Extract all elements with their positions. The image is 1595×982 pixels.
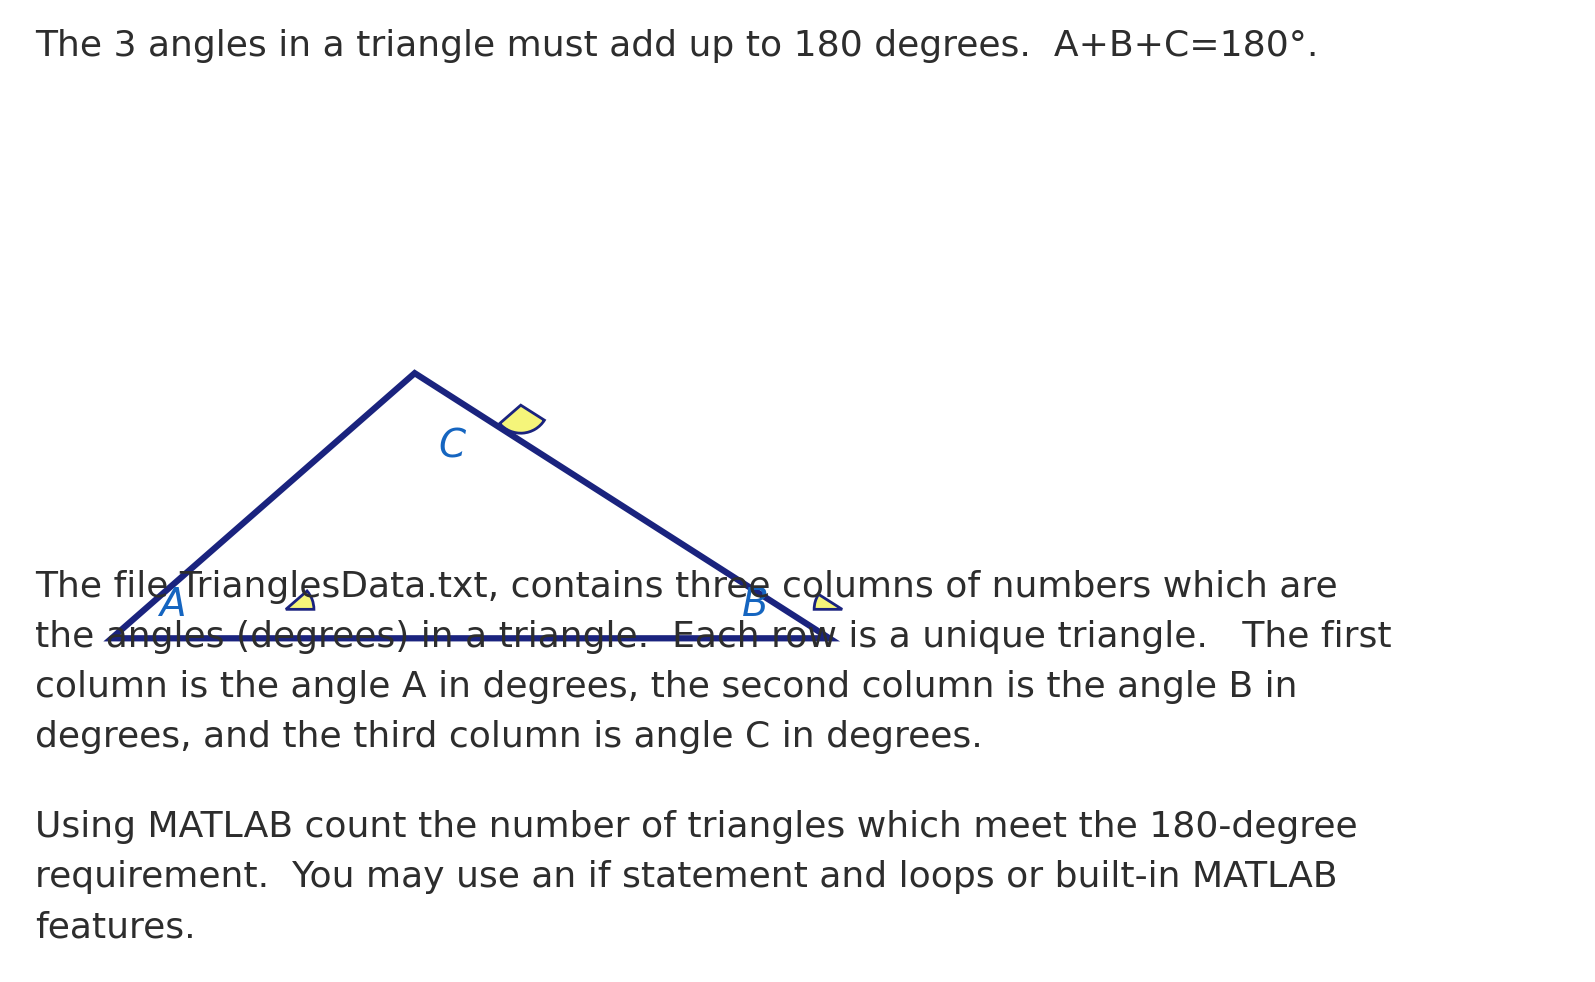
Text: Using MATLAB count the number of triangles which meet the 180-degree
requirement: Using MATLAB count the number of triangl… xyxy=(35,810,1357,945)
Text: A: A xyxy=(160,585,187,624)
Wedge shape xyxy=(813,594,842,609)
Text: The file TrianglesData.txt, contains three columns of numbers which are
the angl: The file TrianglesData.txt, contains thr… xyxy=(35,570,1392,754)
Text: B: B xyxy=(742,585,769,624)
Text: C: C xyxy=(439,427,466,465)
Wedge shape xyxy=(286,591,314,609)
Wedge shape xyxy=(499,406,544,433)
Text: The 3 angles in a triangle must add up to 180 degrees.  A+B+C=180°.: The 3 angles in a triangle must add up t… xyxy=(35,29,1319,64)
